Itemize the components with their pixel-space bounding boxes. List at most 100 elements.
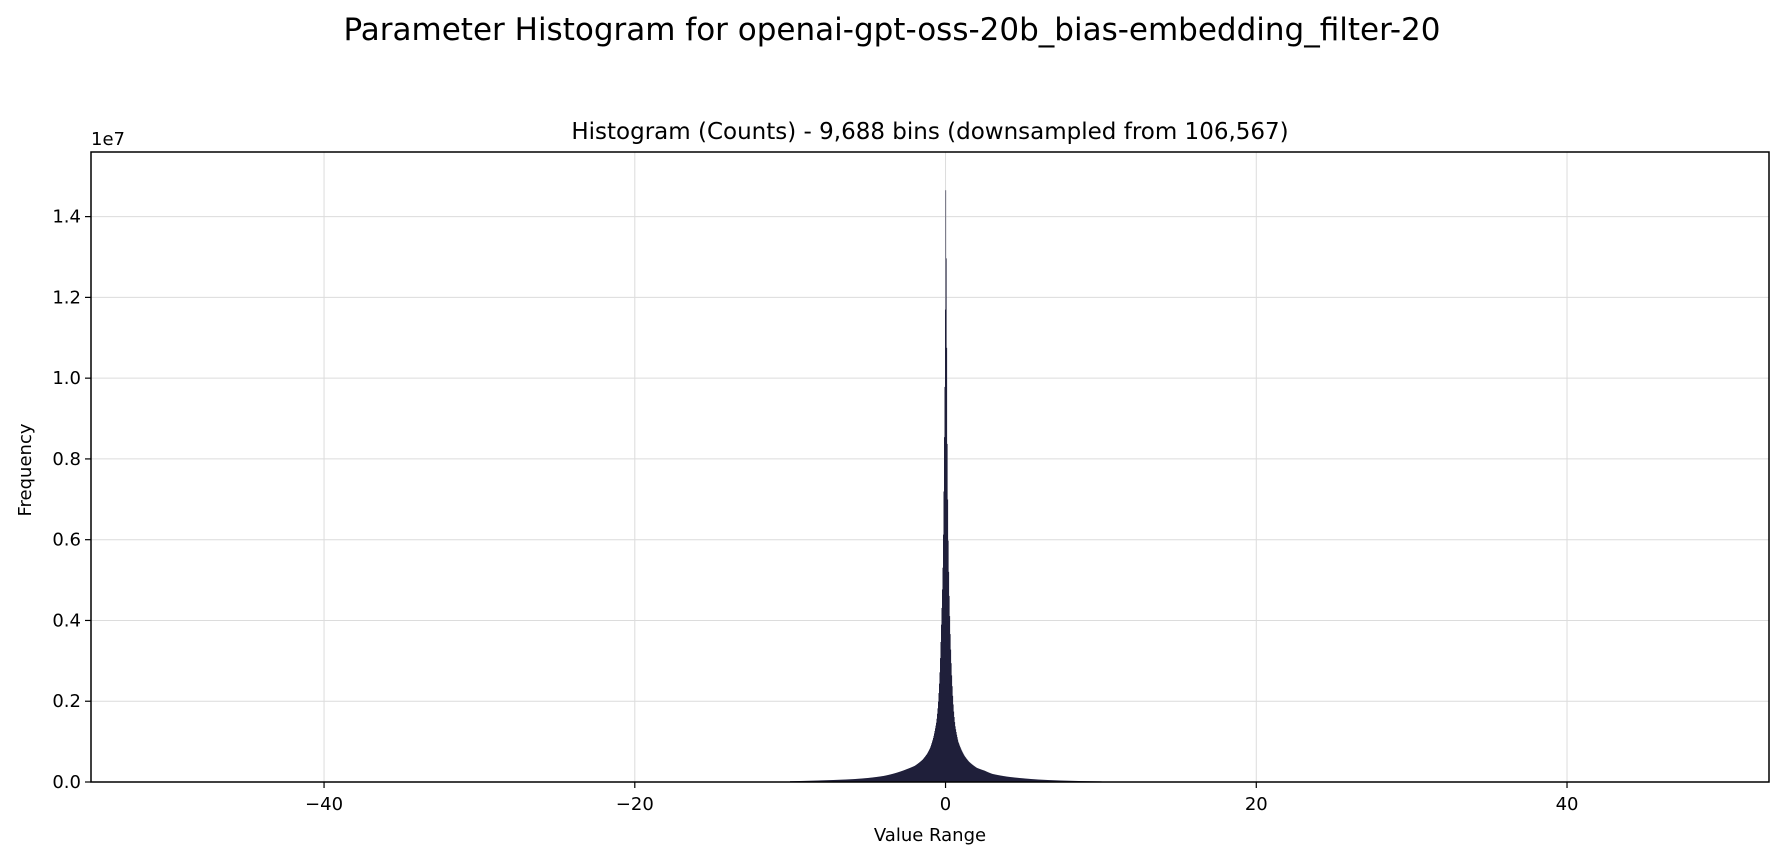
histogram-bar	[1042, 779, 1044, 782]
histogram-bar	[951, 675, 953, 782]
histogram-bar	[937, 713, 938, 782]
histogram-bar	[930, 746, 932, 782]
histogram-bar	[836, 779, 838, 782]
histogram-bar	[951, 663, 952, 782]
histogram-bar	[883, 775, 885, 782]
histogram-bar	[984, 770, 986, 782]
histogram-bar	[1001, 775, 1003, 782]
histogram-bar	[840, 779, 841, 782]
histogram-bar	[991, 773, 992, 782]
histogram-bar	[841, 779, 842, 782]
histogram-bar	[1054, 780, 1055, 782]
histogram-bar	[969, 761, 970, 782]
y-tick-label: 0.4	[52, 610, 81, 631]
histogram-bar	[1044, 779, 1045, 782]
histogram-bar	[1025, 778, 1026, 782]
histogram-bar	[1023, 778, 1025, 782]
histogram-bar	[842, 779, 844, 782]
histogram-bar	[870, 777, 871, 782]
histogram-bar	[848, 779, 849, 782]
histogram-bar	[921, 760, 923, 782]
histogram-bar	[877, 776, 878, 782]
histogram-bar	[851, 779, 852, 782]
histogram-bar	[1049, 780, 1051, 782]
histogram-bar	[874, 777, 875, 782]
histogram-bar	[958, 741, 959, 782]
histogram-bar	[981, 769, 983, 782]
histogram-bar	[923, 758, 925, 782]
histogram-bar	[885, 775, 887, 782]
histogram-bar	[1047, 780, 1049, 782]
histogram-bar	[956, 732, 957, 782]
histogram-bar	[850, 779, 851, 782]
histogram-bar	[844, 779, 845, 782]
histogram-bar	[835, 779, 837, 782]
histogram-bar	[882, 776, 884, 782]
histogram-bar	[941, 607, 943, 782]
histogram-bar	[1058, 780, 1059, 782]
histogram-bar	[826, 780, 828, 782]
histogram-bar	[988, 772, 990, 782]
histogram-bar	[954, 717, 955, 782]
histogram-bar	[987, 772, 989, 782]
histogram-bar	[940, 642, 942, 782]
x-tick-label: −40	[305, 794, 343, 815]
histogram-bar	[892, 773, 893, 782]
histogram-bar	[986, 771, 988, 782]
histogram-bar	[886, 775, 888, 782]
histogram-bar	[993, 774, 994, 782]
histogram-bar	[973, 765, 974, 782]
histogram-bar	[856, 778, 857, 782]
histogram-bar	[1040, 779, 1042, 782]
histogram-bar	[1048, 780, 1049, 782]
histogram-bar	[868, 777, 869, 782]
y-tick-label: 1.4	[52, 207, 81, 228]
histogram-bar	[994, 774, 996, 782]
histogram-bar	[936, 722, 937, 782]
histogram-bar	[897, 772, 899, 782]
histogram-bar	[831, 780, 832, 782]
histogram-bar	[944, 386, 946, 782]
histogram-bar	[862, 778, 863, 782]
histogram-bar	[834, 779, 836, 782]
histogram-bar	[903, 770, 904, 782]
histogram-bar	[968, 760, 969, 782]
histogram-bar	[824, 780, 825, 782]
histogram-bar	[839, 779, 841, 782]
histogram-bar	[1001, 775, 1002, 782]
histogram-bar	[927, 752, 929, 782]
histogram-bar	[1051, 780, 1052, 782]
axes-frame	[90, 151, 1770, 783]
histogram-bar	[1057, 780, 1059, 782]
histogram-bar	[918, 763, 919, 782]
histogram-bar	[986, 771, 987, 782]
histogram-bar	[873, 777, 874, 782]
histogram-bar	[835, 779, 836, 782]
histogram-bar	[839, 779, 840, 782]
histogram-bar	[993, 774, 995, 782]
histogram-bar	[828, 780, 830, 782]
y-tick-label: 0.6	[52, 530, 81, 551]
histogram-bar	[859, 778, 861, 782]
histogram-bar	[855, 778, 856, 782]
histogram-bar	[980, 769, 981, 782]
histogram-bar	[827, 780, 829, 782]
histogram-bar	[1045, 779, 1046, 782]
histogram-bar	[840, 779, 842, 782]
histogram-bar	[926, 755, 927, 782]
histogram-bar	[947, 499, 949, 782]
histogram-bar	[904, 770, 905, 782]
histogram-bar	[865, 778, 867, 782]
histogram-bar	[971, 763, 972, 782]
histogram-bar	[914, 765, 916, 782]
histogram-bar	[879, 776, 881, 782]
histogram-bar	[933, 737, 934, 782]
histogram-bar	[1056, 780, 1057, 782]
histogram-bar	[829, 780, 830, 782]
histogram-bar	[982, 770, 984, 782]
histogram-bar	[844, 779, 846, 782]
histogram-bar	[1028, 778, 1029, 782]
histogram-bar	[850, 779, 852, 782]
histogram-bar	[927, 753, 928, 782]
histogram-bar	[887, 775, 888, 782]
